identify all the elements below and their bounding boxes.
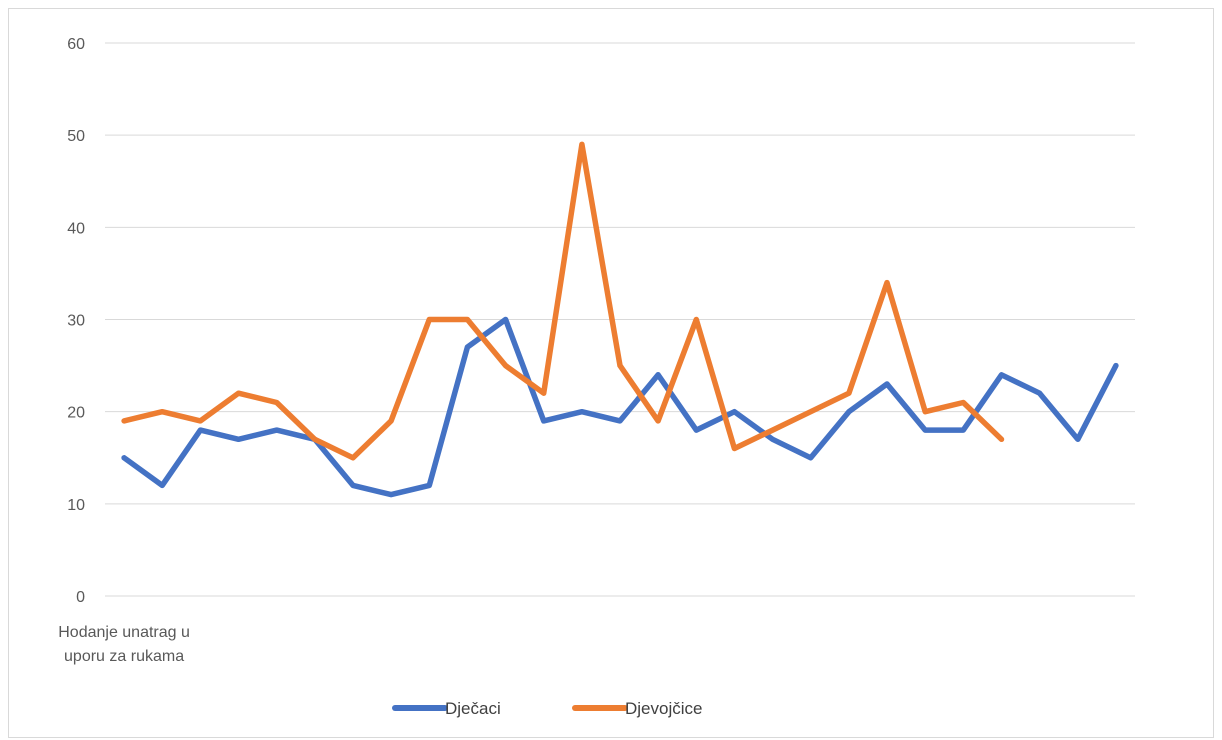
y-tick-label-50: 50 (67, 128, 85, 145)
y-tick-label-30: 30 (67, 313, 85, 330)
series-lines (121, 141, 1119, 498)
y-tick-label-40: 40 (67, 220, 85, 237)
legend-label-1: Djevojčice (625, 699, 702, 718)
chart-frame (8, 8, 1214, 738)
x-axis-labels: Hodanje unatrag u uporu za rukama (58, 624, 190, 665)
legend: Dječaci Djevojčice (392, 699, 702, 718)
series-line-0 (121, 316, 1119, 498)
y-tick-label-20: 20 (67, 405, 85, 422)
y-axis-ticks: 0 10 20 30 40 50 60 (67, 36, 85, 606)
legend-label-0: Dječaci (445, 699, 501, 718)
x-tick-label-0: Hodanje unatrag u uporu za rukama (58, 624, 190, 665)
y-tick-label-60: 60 (67, 36, 85, 53)
series-line-1 (121, 141, 1005, 461)
y-tick-label-0: 0 (76, 589, 85, 606)
y-tick-label-10: 10 (67, 497, 85, 514)
grid-lines (105, 42, 1135, 597)
